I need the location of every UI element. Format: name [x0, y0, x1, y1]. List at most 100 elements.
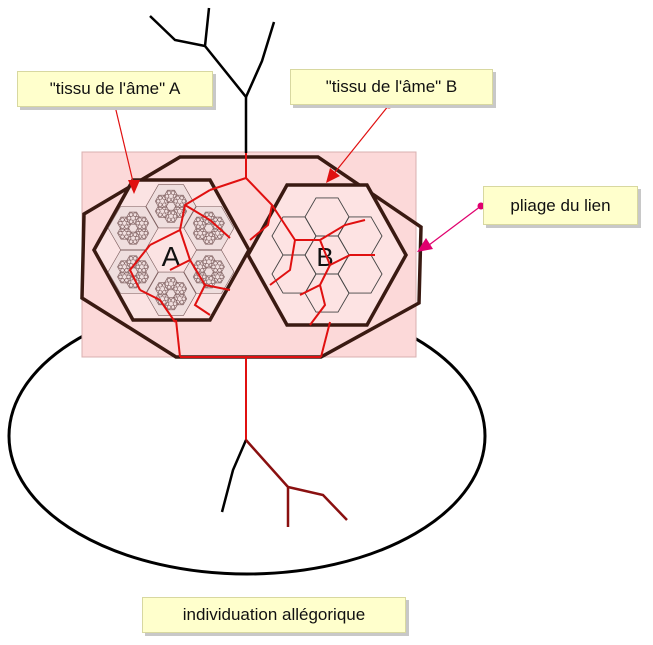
hexagon-a: A [91, 178, 252, 322]
fractal-microcell [204, 263, 210, 268]
fractal-microcell [132, 212, 138, 217]
fractal-microcell [217, 268, 222, 273]
fractal-microcell [210, 236, 216, 241]
fractal-microcell [166, 285, 172, 290]
fractal-microcell [126, 216, 132, 221]
fractal-microcell [172, 301, 178, 306]
fractal-microcell [166, 217, 172, 222]
fractal-microcell [179, 283, 185, 288]
fractal-microcell [195, 224, 201, 229]
callout-caption-text: individuation allégorique [182, 605, 366, 624]
red-veins [128, 153, 375, 440]
fractal-microcell [170, 190, 176, 195]
fractal-microcell [132, 232, 138, 237]
fractal-microcell [124, 234, 129, 239]
fractal-microcell [219, 221, 224, 226]
bottom-tree [220, 439, 348, 527]
fractal-microcell [128, 256, 134, 261]
fractal-microcell [118, 264, 123, 269]
fractal-microcell [199, 268, 205, 273]
fractal-microcell [124, 224, 129, 229]
callout-caption: individuation allégorique [142, 597, 406, 633]
fractal-microcell [173, 286, 179, 291]
fractal-microcell [179, 300, 185, 305]
fractal-microcell [120, 278, 125, 283]
fractal-microcell [210, 279, 216, 284]
fractal-microcell [141, 234, 147, 239]
fractal-microcell [118, 231, 123, 236]
fractal-microcell [161, 290, 167, 295]
callout-fold-link-text: pliage du lien [510, 195, 611, 215]
fractal-microcell [126, 274, 131, 279]
fractal-microcell [179, 290, 185, 295]
fractal-microcell [141, 261, 147, 266]
fractal-microcell [161, 212, 167, 217]
fractal-microcell [181, 199, 187, 204]
fractal-microcell [195, 278, 201, 283]
fractal-microcell [181, 296, 187, 301]
fractal-microcell [161, 202, 167, 207]
fractal-microcell [128, 219, 134, 224]
fractal-microcell [128, 212, 134, 217]
fractal-microcell [164, 281, 170, 286]
fractal-microcell [155, 199, 161, 204]
fractal-microcell [137, 224, 143, 229]
fractal-microcell [204, 212, 210, 217]
fractal-microcell [208, 256, 214, 261]
fractal-microcell [217, 234, 222, 239]
fractal-microcell [163, 209, 169, 214]
fractal-microcell [163, 296, 169, 301]
fractal-microcell [217, 261, 222, 266]
fractal-microcell [208, 232, 214, 237]
fractal-microcell [166, 197, 172, 202]
fractal-microcell [195, 234, 201, 239]
fractal-microcell [141, 278, 147, 283]
fractal-microcell [219, 264, 224, 269]
fractal-microcell [137, 217, 143, 222]
fractal-microcell [202, 259, 208, 264]
fractal-microcell [166, 278, 172, 283]
fractal-microcell [173, 199, 179, 204]
fractal-microcell [204, 239, 210, 244]
fractal-microcell [213, 217, 218, 222]
fractal-microcell [118, 274, 123, 279]
fractal-microcell [157, 202, 163, 207]
fractal-microcell [217, 278, 222, 283]
fractal-microcell [132, 256, 138, 261]
fractal-microcell [204, 219, 210, 224]
fractal-microcell [128, 239, 134, 244]
cell-label-b: B [316, 242, 333, 272]
fractal-microcell [120, 234, 125, 239]
fractal-microcell [143, 231, 149, 236]
fractal-microcell [143, 221, 149, 226]
fractal-microcell [141, 217, 147, 222]
fractal-microcell [181, 286, 187, 291]
fractal-microcell [170, 305, 176, 310]
fractal-microcell [195, 261, 201, 266]
fractal-microcell [164, 194, 170, 199]
fractal-microcell [219, 274, 224, 279]
fractal-microcell [137, 268, 143, 273]
fractal-microcell [211, 264, 216, 269]
fractal-microcell [199, 234, 205, 239]
fractal-microcell [135, 264, 141, 269]
fractal-microcell [208, 239, 214, 244]
fractal-microcell [135, 221, 141, 226]
callout-tissue-b-text: "tissu de l'âme" B [325, 77, 458, 96]
fractal-microcell [134, 236, 140, 241]
fractal-microcell [128, 283, 134, 288]
callout-tissue-b: "tissu de l'âme" B [290, 69, 493, 105]
fractal-microcell [157, 195, 163, 200]
callout-fold-link: pliage du lien [483, 186, 638, 225]
fractal-microcell [213, 268, 218, 273]
fractal-microcell [172, 214, 178, 219]
fractal-microcell [195, 217, 201, 222]
fractal-microcell [175, 195, 181, 200]
cell-label-a: A [162, 241, 181, 272]
fractal-microcell [179, 202, 185, 207]
fractal-microcell [201, 274, 207, 279]
fractal-microcell [141, 224, 147, 229]
fractal-microcell [120, 224, 125, 229]
fractal-microcell [193, 231, 199, 236]
fractal-microcell [124, 268, 129, 273]
